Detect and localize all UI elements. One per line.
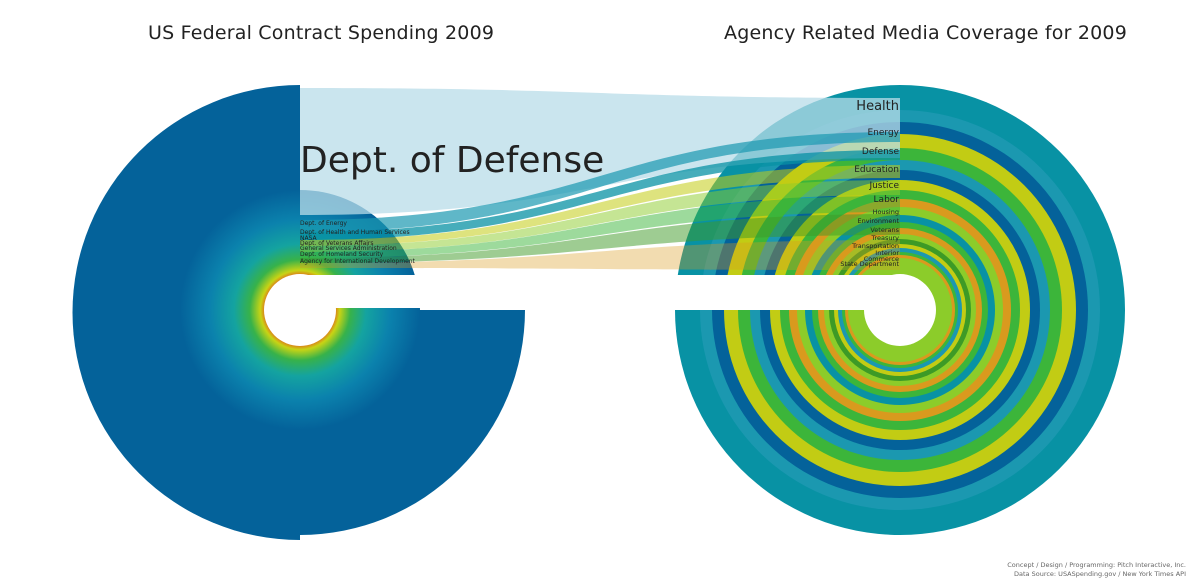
ribbon: [300, 180, 900, 252]
ribbon: [300, 165, 900, 246]
right-label: Justice: [868, 181, 899, 191]
left-label: Dept. of Energy: [300, 220, 347, 227]
right-label: Energy: [867, 128, 899, 138]
left-chart-title: US Federal Contract Spending 2009: [148, 22, 495, 44]
right-label: Veterans: [870, 226, 899, 234]
right-chart-title: Agency Related Media Coverage for 2009: [724, 22, 1128, 44]
right-label: Defense: [862, 147, 900, 157]
credits-source: Data Source: USASpending.gov / New York …: [1014, 570, 1186, 578]
right-label: Interior: [875, 249, 899, 257]
ribbon: [300, 88, 900, 215]
credits-design: Concept / Design / Programming: Pitch In…: [1007, 561, 1186, 569]
left-label: NASA: [300, 235, 318, 242]
left-label: Dept. of Veterans Affairs: [300, 240, 374, 247]
right-label: Education: [854, 165, 899, 175]
connection-ribbons: [300, 88, 900, 270]
right-label: Labor: [874, 195, 900, 205]
right-topic-labels: Health Energy Defense Education Justice Labor…: [840, 99, 899, 268]
ribbon: [300, 132, 900, 232]
ribbon: [300, 240, 900, 270]
left-label: Dept. of Defense: [300, 140, 604, 181]
left-agency-labels: Dept. of Defense Dept. of Energy Dept. of …: [300, 140, 604, 265]
ribbon: [300, 214, 900, 263]
left-label: General Services Administration: [300, 245, 397, 252]
left-center-hole: [264, 274, 336, 346]
right-label: Treasury: [870, 234, 899, 242]
credits: Concept / Design / Programming: Pitch In…: [1007, 561, 1186, 579]
right-label: State Department: [840, 260, 899, 268]
right-label: Commerce: [864, 255, 899, 263]
ribbon: [300, 196, 900, 258]
right-label: Environment: [857, 217, 899, 225]
left-gap-mask: [300, 275, 530, 308]
right-gap-mask: [676, 275, 901, 310]
ribbon: [300, 150, 900, 240]
right-label: Transportation: [851, 242, 899, 250]
left-label: Dept. of Health and Human Services: [300, 229, 410, 236]
left-label: Dept. of Homeland Security: [300, 251, 384, 258]
right-label: Health: [856, 99, 899, 114]
left-label: Agency for International Development: [300, 258, 416, 265]
right-label: Housing: [873, 208, 899, 216]
